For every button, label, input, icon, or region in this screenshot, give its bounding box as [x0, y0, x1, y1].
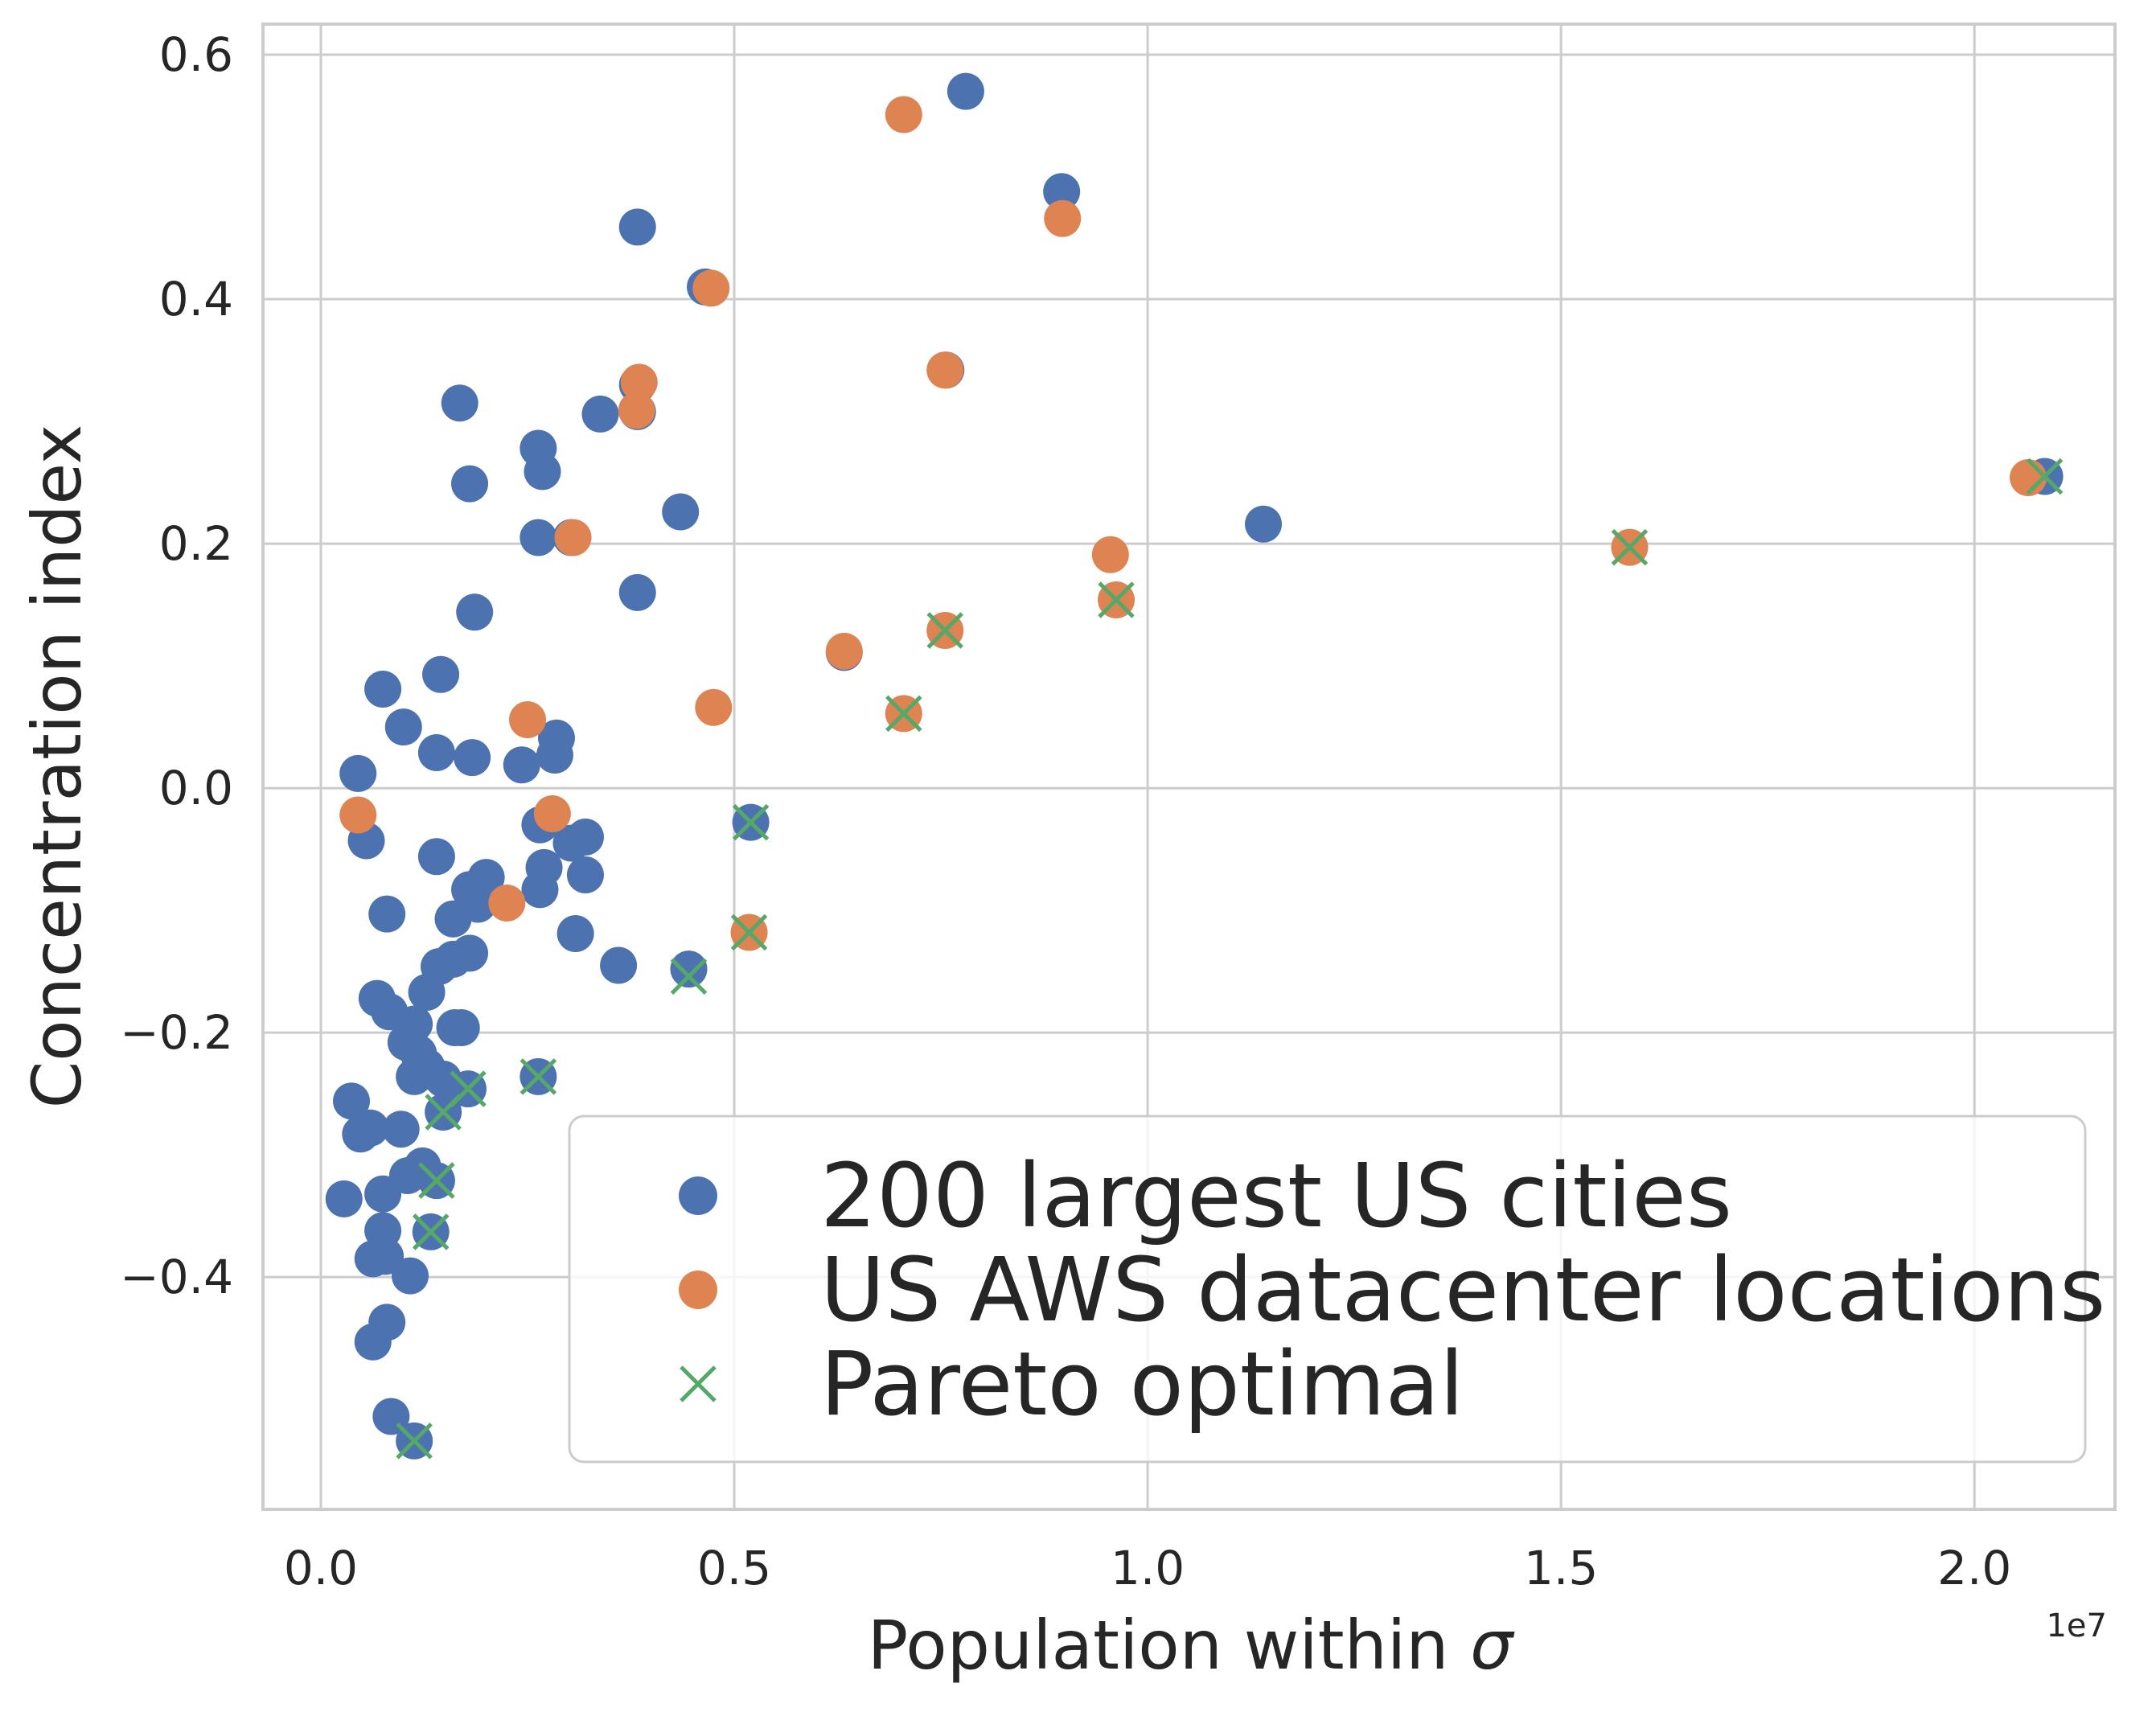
- pareto-marker: [670, 958, 708, 995]
- city-point: [368, 895, 406, 933]
- pareto-marker: [425, 1094, 462, 1131]
- city-point: [503, 746, 540, 784]
- x-axis-label: Population within σ: [868, 1606, 1516, 1685]
- city-point: [536, 737, 573, 774]
- pareto-marker: [732, 803, 770, 841]
- city-point: [662, 493, 700, 531]
- city-point: [618, 573, 656, 611]
- city-point: [524, 453, 561, 491]
- city-point: [1043, 173, 1081, 211]
- y-tick-label: 0.6: [159, 27, 233, 82]
- x-tick-label: 1.5: [1524, 1541, 1598, 1595]
- legend-marker-aws: [679, 1271, 717, 1309]
- legend-frame: [568, 1115, 2087, 1464]
- legend-label-pareto: Pareto optimal: [820, 1332, 1464, 1435]
- aws-point: [1091, 536, 1129, 573]
- legend: 200 largest US cities US AWS datacenter …: [568, 1115, 2106, 1464]
- city-point: [325, 1180, 363, 1217]
- aws-point: [533, 795, 571, 833]
- aws-point: [620, 363, 658, 401]
- aws-point: [695, 688, 733, 726]
- city-point: [364, 1175, 402, 1213]
- city-point: [354, 1323, 392, 1361]
- pareto-marker: [519, 1058, 557, 1095]
- aws-point: [554, 519, 592, 556]
- pareto-marker: [885, 695, 922, 733]
- y-tick-label: −0.4: [120, 1250, 233, 1304]
- city-point: [396, 1057, 433, 1095]
- city-point: [417, 838, 455, 876]
- city-point: [566, 856, 604, 894]
- x-axis-label-text: Population within: [868, 1606, 1471, 1685]
- pareto-marker: [730, 913, 768, 951]
- x-tick-label: 2.0: [1937, 1541, 2011, 1595]
- x-tick-label: 0.5: [697, 1541, 771, 1595]
- y-tick-label: −0.2: [120, 1005, 233, 1060]
- city-point: [1245, 505, 1283, 543]
- city-point: [600, 946, 638, 984]
- pareto-marker: [926, 612, 963, 649]
- legend-marker-pareto: [680, 1365, 717, 1402]
- series-pareto-markers: [396, 458, 2064, 1460]
- pareto-marker: [418, 1162, 455, 1199]
- city-point: [382, 1111, 420, 1148]
- city-point: [367, 1238, 405, 1275]
- legend-label-aws: US AWS datacenter locations: [820, 1238, 2106, 1341]
- y-tick-label: 0.2: [159, 516, 233, 571]
- aws-point: [1044, 199, 1082, 237]
- city-point: [436, 1009, 474, 1047]
- city-point: [618, 208, 656, 246]
- y-tick-label: 0.0: [159, 761, 233, 815]
- aws-point: [339, 796, 377, 834]
- y-tick-label: 0.4: [159, 272, 233, 326]
- city-point: [392, 1257, 429, 1295]
- city-point: [384, 708, 422, 746]
- aws-point: [926, 351, 964, 389]
- x-axis-label-symbol: σ: [1470, 1606, 1515, 1685]
- x-axis-offset-label: 1e7: [2046, 1607, 2107, 1644]
- legend-marker-cities: [679, 1176, 717, 1215]
- city-point: [333, 1082, 371, 1120]
- city-point: [422, 655, 460, 693]
- city-point: [581, 395, 619, 433]
- city-point: [339, 754, 377, 792]
- pareto-marker: [2026, 458, 2064, 495]
- legend-label-cities: 200 largest US cities: [820, 1144, 1732, 1247]
- city-point: [454, 739, 491, 777]
- aws-point: [825, 632, 863, 670]
- y-axis-label: Concentration index: [18, 425, 97, 1109]
- city-point: [519, 519, 557, 556]
- x-tick-label: 1.0: [1111, 1541, 1185, 1595]
- city-point: [670, 950, 708, 988]
- city-point: [552, 824, 590, 862]
- city-point: [441, 384, 478, 422]
- pareto-marker: [1611, 528, 1649, 566]
- plot-frame: [261, 23, 2117, 1511]
- city-point: [364, 670, 402, 708]
- x-tick-label: 0.0: [284, 1541, 358, 1595]
- city-point: [556, 915, 594, 953]
- city-point: [456, 593, 494, 631]
- aws-point: [618, 392, 655, 429]
- aws-point: [692, 269, 730, 307]
- city-point: [408, 973, 446, 1011]
- city-point: [521, 871, 559, 909]
- y-tick-labels: −0.4 −0.2 0.0 0.2 0.4 0.6: [120, 27, 233, 1304]
- aws-point: [488, 884, 526, 922]
- city-point: [342, 1115, 380, 1153]
- pareto-marker: [412, 1213, 450, 1250]
- x-tick-labels: 0.0 0.5 1.0 1.5 2.0: [284, 1541, 2012, 1595]
- data-marks: [325, 72, 2064, 1460]
- city-point: [451, 465, 489, 503]
- aws-point: [885, 96, 922, 133]
- pareto-marker: [396, 1423, 433, 1460]
- city-point: [417, 734, 455, 772]
- city-point: [947, 72, 984, 110]
- aws-point: [509, 700, 546, 738]
- pareto-marker: [1098, 581, 1135, 618]
- city-point: [434, 900, 472, 938]
